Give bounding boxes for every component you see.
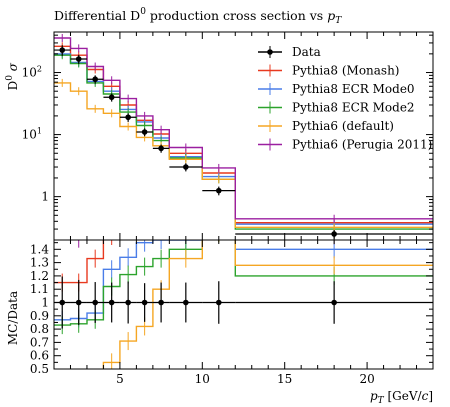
legend: Data Pythia8 (Monash) Pythia8 ECR Mode0 Pyt… <box>258 45 432 152</box>
data-point <box>92 76 98 83</box>
data-point <box>59 47 66 53</box>
ratio-step-line <box>102 240 433 369</box>
legend-label: Data <box>292 45 321 59</box>
ratio-data-point <box>108 299 115 306</box>
data-point <box>183 164 189 170</box>
ratio-y-tick-label: 0.9 <box>30 309 49 323</box>
ratio-y-tick-label: 0.7 <box>30 335 49 349</box>
x-tick-label: 20 <box>359 372 374 386</box>
ratio-plot-frame <box>53 239 434 370</box>
ratio-y-tick-label: 0.6 <box>30 349 49 363</box>
legend-data-marker <box>267 49 273 55</box>
ratio-data-point <box>141 299 148 306</box>
ratio-data-point <box>59 299 66 306</box>
data-point <box>331 231 337 237</box>
legend-label: Pythia8 ECR Mode0 <box>292 82 415 96</box>
x-tick-label: 10 <box>195 372 210 386</box>
ratio-data-point <box>92 299 98 306</box>
data-point <box>215 187 222 194</box>
data-point <box>125 114 131 121</box>
mc-step-line <box>54 37 433 220</box>
x-tick-label: 5 <box>116 372 124 386</box>
y-tick-label: 102 <box>22 65 42 80</box>
y-tick-label: 1 <box>41 190 49 204</box>
y-tick-label: 101 <box>22 127 42 142</box>
ratio-step-line <box>54 240 433 326</box>
ratio-panel <box>54 240 433 369</box>
ratio-data-point <box>125 299 131 306</box>
legend-label: Pythia6 (Perugia 2011) <box>292 138 432 152</box>
ratio-step-line <box>54 240 433 321</box>
axes-ticks: 5 10 15 2011011020.50.60.70.80.911.11.21.31… <box>22 32 434 386</box>
data-point <box>141 129 148 135</box>
data-point <box>158 145 164 152</box>
x-axis-label: pT [GeV/c] <box>370 389 433 406</box>
ratio-y-tick-label: 1.1 <box>30 282 49 296</box>
ratio-data-point <box>331 299 337 306</box>
legend-label: Pythia6 (default) <box>292 119 394 133</box>
ratio-y-tick-label: 0.8 <box>30 322 49 336</box>
chart-title: Differential D0 production cross section… <box>54 7 342 26</box>
ratio-data-point <box>183 299 189 306</box>
ratio-data-point <box>75 299 82 306</box>
ratio-step-line <box>54 240 105 284</box>
ratio-y-tick-label: 1.4 <box>30 242 49 256</box>
legend-label: Pythia8 ECR Mode2 <box>292 101 415 115</box>
x-tick-label: 15 <box>277 372 292 386</box>
data-point <box>108 94 115 101</box>
main-panel <box>54 34 433 239</box>
ratio-data-point <box>158 299 164 306</box>
ratio-y-tick-label: 1.2 <box>30 269 49 283</box>
data-point <box>75 56 82 62</box>
ratio-y-tick-label: 1.3 <box>30 256 49 270</box>
ratio-y-tick-label: 1 <box>41 296 49 310</box>
ratio-data-point <box>215 299 222 306</box>
legend-label: Pythia8 (Monash) <box>292 64 400 78</box>
y-axis-label: D0 σ <box>5 62 20 90</box>
ratio-y-tick-label: 0.5 <box>30 362 49 376</box>
ratio-y-axis-label: MC/Data <box>6 291 20 345</box>
